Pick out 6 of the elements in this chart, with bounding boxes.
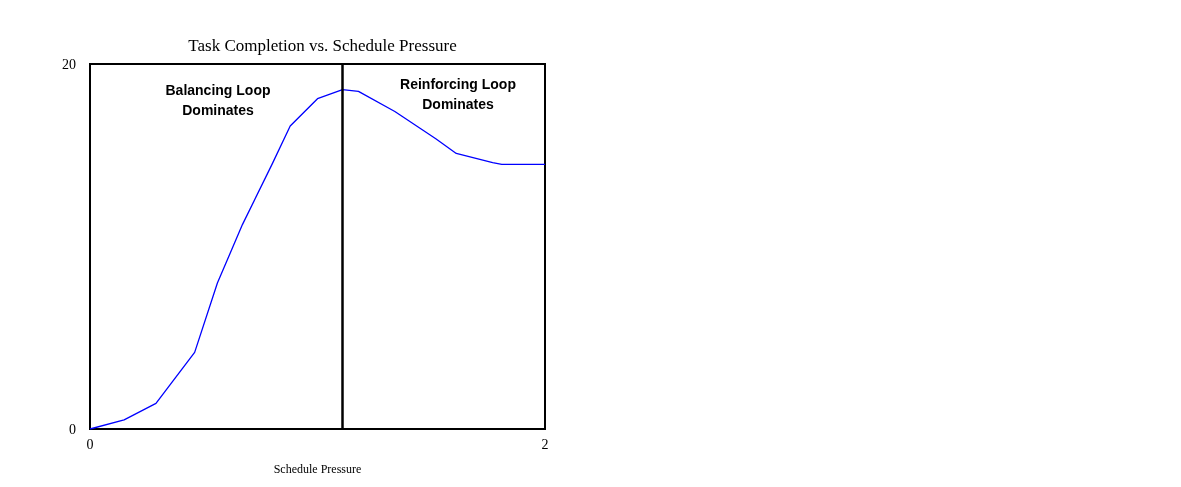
annotation: Balancing Loop Dominates — [165, 82, 271, 118]
x-tick-label: 2 — [541, 436, 549, 452]
annotation: Reinforcing Loop Dominates — [400, 76, 516, 112]
x-axis-title: Schedule Pressure — [273, 462, 362, 476]
chart-title: Task Completion vs. Schedule Pressure — [188, 36, 457, 55]
y-tick-label: 20 — [62, 56, 76, 72]
